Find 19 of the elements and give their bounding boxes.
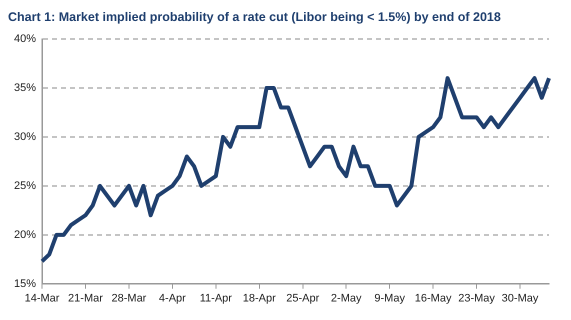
- x-tick-label: 25-Apr: [286, 292, 320, 304]
- y-tick-label: 35%: [14, 82, 36, 94]
- y-tick-label: 40%: [14, 33, 36, 46]
- x-tick-label: 30-May: [502, 292, 539, 304]
- x-tick-label: 18-Apr: [242, 292, 276, 304]
- x-tick-label: 9-May: [374, 292, 406, 304]
- y-tick-label: 30%: [14, 130, 36, 143]
- y-tick-label: 25%: [14, 180, 36, 192]
- x-tick-label: 21-Mar: [68, 292, 104, 304]
- x-tick-label: 2-May: [330, 292, 362, 304]
- x-tick-label: 28-Mar: [112, 292, 147, 304]
- y-tick-label: 15%: [14, 278, 36, 290]
- y-tick-label: 20%: [14, 228, 36, 241]
- x-tick-label: 4-Apr: [158, 292, 186, 304]
- x-tick-label: 16-May: [414, 292, 452, 304]
- x-tick-label: 14-Mar: [24, 292, 60, 304]
- chart-title: Chart 1: Market implied probability of a rate cut (Libor being < 1.5%) by end of 2018: [8, 10, 501, 24]
- x-tick-label: 11-Apr: [200, 292, 232, 304]
- x-tick-label: 23-May: [458, 292, 496, 304]
